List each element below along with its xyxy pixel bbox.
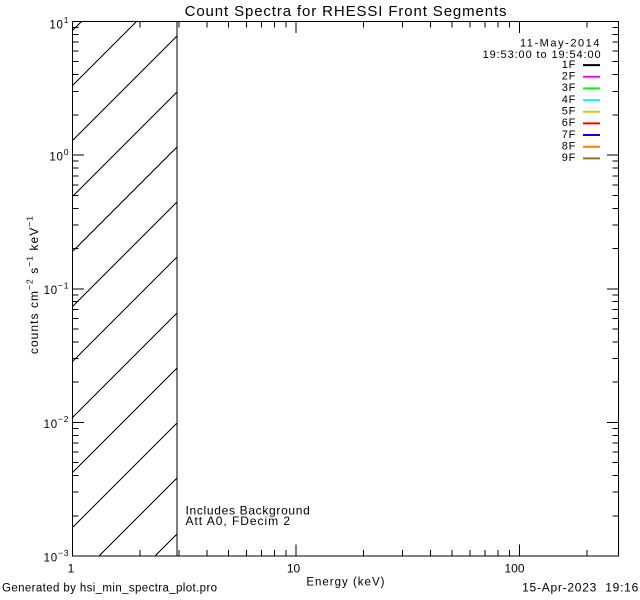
svg-text:6F: 6F xyxy=(562,117,576,129)
svg-text:Count Spectra for RHESSI Front: Count Spectra for RHESSI Front Segments xyxy=(185,3,508,20)
svg-text:Energy (keV): Energy (keV) xyxy=(306,577,385,589)
svg-text:7F: 7F xyxy=(562,129,576,141)
svg-text:11-May-2014: 11-May-2014 xyxy=(520,37,601,49)
svg-text:5F: 5F xyxy=(562,105,576,117)
svg-text:8F: 8F xyxy=(562,140,576,152)
svg-text:10−1: 10−1 xyxy=(44,281,70,298)
svg-text:100: 100 xyxy=(49,147,69,164)
svg-text:100: 100 xyxy=(504,561,524,575)
svg-text:Generated by hsi_min_spectra_p: Generated by hsi_min_spectra_plot.pro xyxy=(2,583,217,595)
svg-text:9F: 9F xyxy=(562,152,576,164)
svg-text:10−2: 10−2 xyxy=(44,414,70,431)
svg-text:Att A0, FDecim 2: Att A0, FDecim 2 xyxy=(186,514,292,528)
svg-text:1F: 1F xyxy=(562,59,576,71)
svg-text:counts cm−2 s−1 keV−1: counts cm−2 s−1 keV−1 xyxy=(24,215,41,354)
svg-text:1: 1 xyxy=(68,561,75,575)
svg-text:2F: 2F xyxy=(562,70,576,82)
svg-text:19:53:00 to 19:54:00: 19:53:00 to 19:54:00 xyxy=(483,49,602,61)
svg-text:4F: 4F xyxy=(562,94,576,106)
svg-text:Includes Background: Includes Background xyxy=(186,504,311,518)
svg-text:10−3: 10−3 xyxy=(44,548,70,565)
svg-text:101: 101 xyxy=(49,15,69,32)
svg-text:3F: 3F xyxy=(562,82,576,94)
svg-text:10: 10 xyxy=(287,561,301,575)
svg-text:15-Apr-2023 19:16: 15-Apr-2023 19:16 xyxy=(522,581,639,595)
